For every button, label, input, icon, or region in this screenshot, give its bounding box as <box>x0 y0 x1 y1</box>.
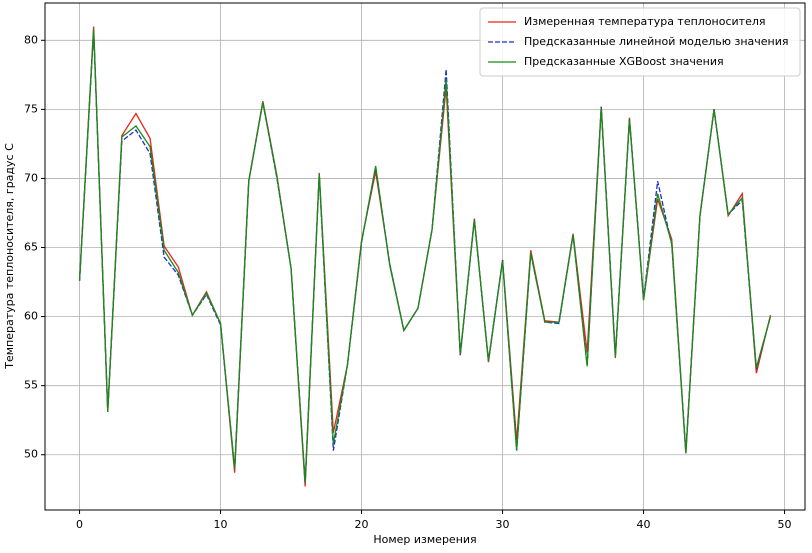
y-tick-label: 50 <box>24 448 38 461</box>
x-tick-label: 0 <box>76 518 83 531</box>
y-tick-label: 70 <box>24 171 38 184</box>
y-tick-label: 55 <box>24 379 38 392</box>
y-tick-label: 80 <box>24 33 38 46</box>
y-tick-label: 75 <box>24 102 38 115</box>
legend-box <box>479 7 801 77</box>
plot-frame <box>44 2 806 511</box>
legend-label: Предсказанные XGBoost значения <box>524 55 724 68</box>
x-tick-label: 50 <box>778 518 792 531</box>
legend-label: Измеренная температура теплоносителя <box>524 15 766 28</box>
x-tick-label: 30 <box>496 518 510 531</box>
y-axis-label: Температура теплоносителя, градус С <box>3 143 16 370</box>
x-axis-label: Номер измерения <box>373 533 476 546</box>
y-tick-label: 65 <box>24 241 38 254</box>
series-line <box>78 30 772 483</box>
legend: Измеренная температура теплоносителя Пред… <box>479 7 801 77</box>
x-tick-label: 10 <box>214 518 228 531</box>
legend-label: Предсказанные линейной моделью значения <box>524 35 789 48</box>
y-tick-label: 60 <box>24 310 38 323</box>
series-line <box>78 29 772 483</box>
series-line <box>78 26 772 487</box>
x-tick-label: 20 <box>355 518 369 531</box>
x-tick-label: 40 <box>637 518 651 531</box>
